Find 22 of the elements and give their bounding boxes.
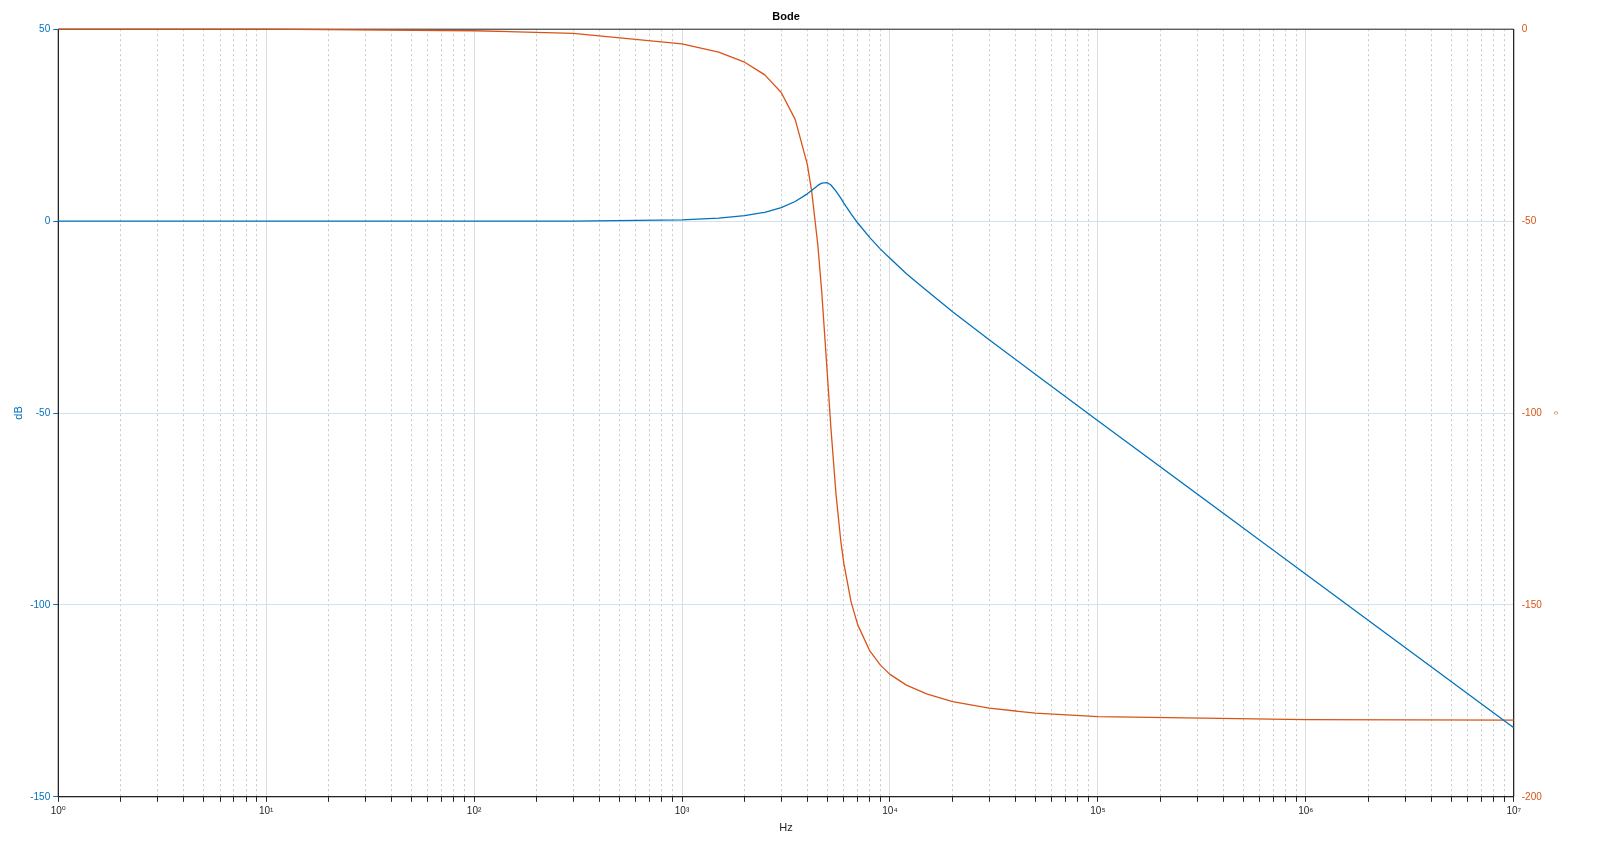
x-tick-label: 10⁵	[1090, 804, 1106, 816]
y-tick-label: -50	[35, 406, 51, 418]
y-tick-label: -150	[30, 790, 51, 802]
y-tick-label: 50	[39, 22, 51, 34]
x-tick-label: 10³	[674, 804, 690, 816]
y2-tick-label: -200	[1521, 790, 1543, 802]
y2-tick-label: 0	[1521, 22, 1528, 34]
x-tick-label: 10⁰	[50, 804, 66, 816]
y2-axis-title: °	[1548, 410, 1561, 416]
chart-title: Bode	[772, 9, 800, 22]
x-tick-label: 10²	[466, 804, 482, 816]
y-tick-label: -100	[30, 598, 51, 610]
x-tick-label: 10⁷	[1506, 804, 1522, 816]
y2-tick-label: -50	[1521, 214, 1537, 226]
x-axis-title: Hz	[779, 821, 793, 834]
y-tick-label: 0	[44, 214, 51, 226]
y2-tick-label: -100	[1521, 406, 1543, 418]
x-tick-label: 10⁶	[1298, 804, 1314, 816]
x-tick-label: 10¹	[258, 804, 275, 816]
x-tick-label: 10⁴	[882, 804, 898, 816]
y-axis-title: dB	[11, 406, 24, 420]
y2-tick-label: -150	[1521, 598, 1543, 610]
